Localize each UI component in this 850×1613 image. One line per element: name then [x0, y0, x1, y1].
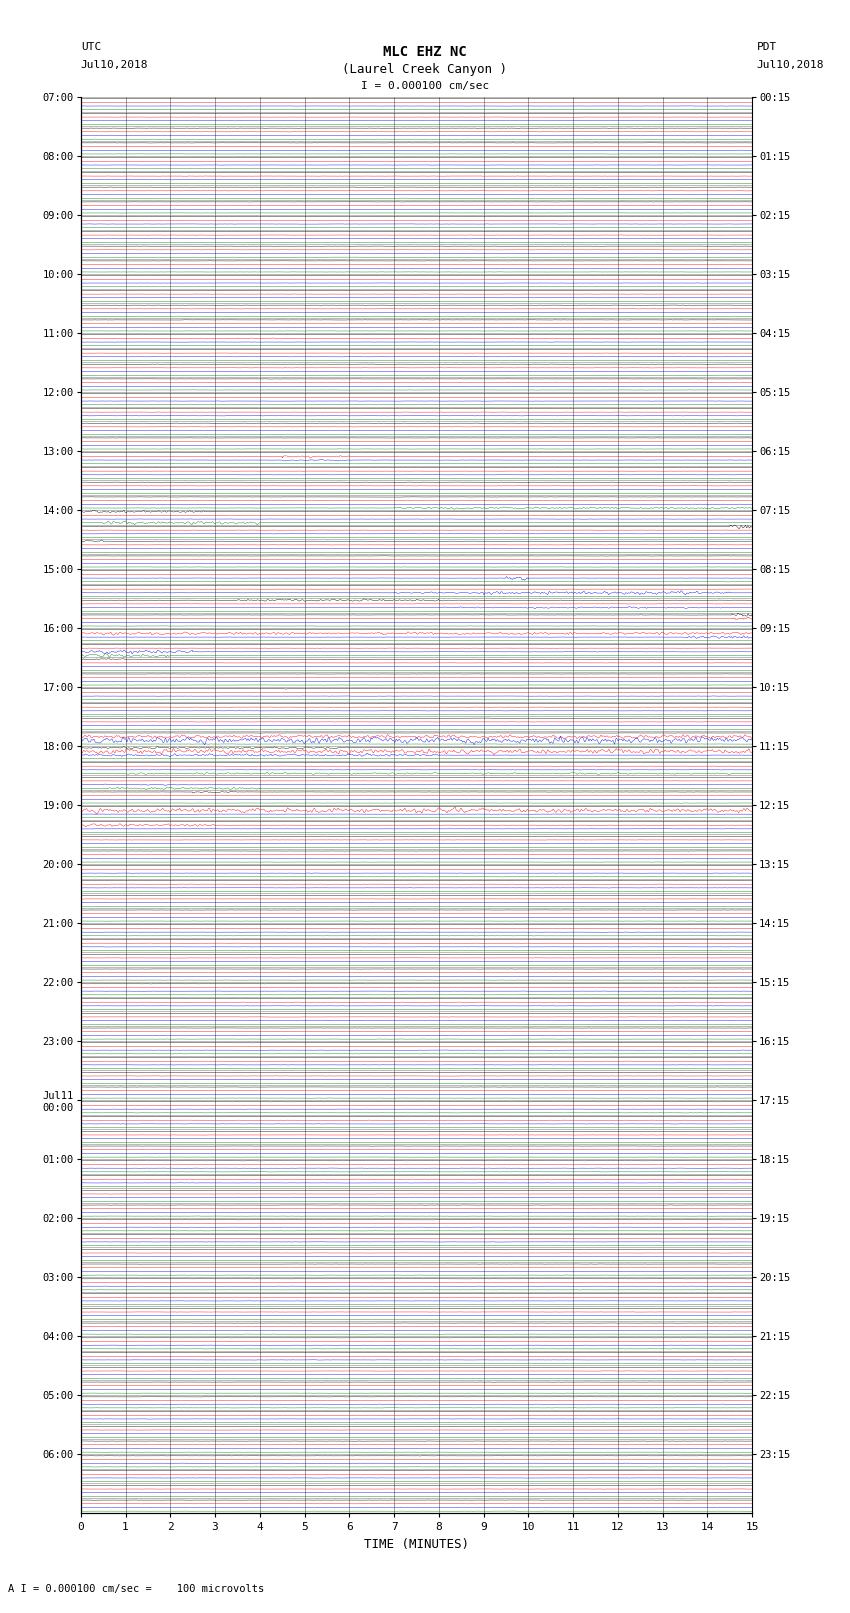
Text: Jul10,2018: Jul10,2018: [81, 60, 148, 69]
Text: UTC: UTC: [81, 42, 101, 52]
Text: PDT: PDT: [756, 42, 777, 52]
Text: MLC EHZ NC: MLC EHZ NC: [383, 45, 467, 60]
Text: (Laurel Creek Canyon ): (Laurel Creek Canyon ): [343, 63, 507, 76]
Text: A I = 0.000100 cm/sec =    100 microvolts: A I = 0.000100 cm/sec = 100 microvolts: [8, 1584, 264, 1594]
Text: Jul10,2018: Jul10,2018: [756, 60, 824, 69]
Text: I = 0.000100 cm/sec: I = 0.000100 cm/sec: [361, 81, 489, 90]
X-axis label: TIME (MINUTES): TIME (MINUTES): [364, 1537, 469, 1550]
